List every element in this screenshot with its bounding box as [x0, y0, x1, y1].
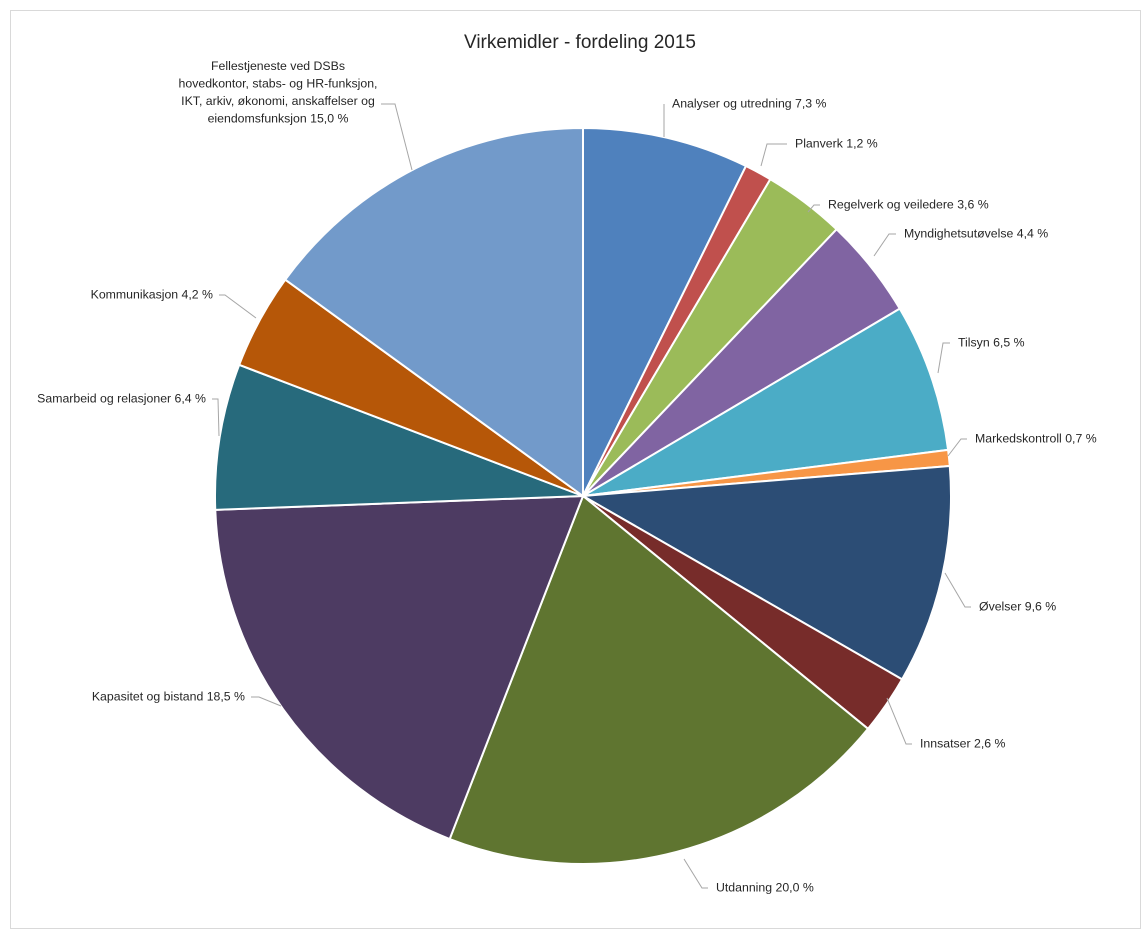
data-label: hovedkontor, stabs- og HR-funksjon, [179, 77, 378, 91]
leader-lines [212, 103, 971, 889]
leader-line [947, 438, 967, 457]
data-label: eiendomsfunksjon 15,0 % [208, 112, 349, 126]
pie-slices [214, 126, 952, 865]
leader-line [251, 696, 282, 707]
data-label: Øvelser 9,6 % [979, 599, 1056, 613]
data-label: Fellestjeneste ved DSBs [211, 59, 345, 73]
leader-line [873, 233, 896, 257]
data-label: Kapasitet og bistand 18,5 % [92, 689, 245, 703]
data-label: IKT, arkiv, økonomi, anskaffelser og [181, 94, 375, 108]
leader-line [381, 103, 413, 171]
pie-slice [582, 307, 950, 497]
chart-title: Virkemidler - fordeling 2015 [464, 32, 696, 53]
data-label: Analyser og utredning 7,3 % [672, 96, 827, 110]
data-labels: Analyser og utredning 7,3 % Planverk 1,2 … [37, 59, 1097, 894]
pie-slice [283, 126, 584, 498]
leader-line [683, 858, 708, 889]
data-label: Innsatser 2,6 % [920, 736, 1006, 750]
pie-slice [448, 494, 870, 865]
leader-line [219, 294, 257, 319]
pie-slice [582, 126, 748, 497]
data-label: Markedskontroll 0,7 % [975, 431, 1097, 445]
leader-line [937, 342, 950, 374]
leader-line [944, 572, 971, 608]
leader-line [807, 204, 820, 213]
pie-slice [214, 494, 585, 841]
data-label: Regelverk og veiledere 3,6 % [828, 197, 989, 211]
pie-slice [214, 363, 584, 511]
data-label: Utdanning 20,0 % [716, 880, 814, 894]
leader-line [886, 697, 912, 745]
leader-line [212, 398, 220, 437]
pie-slice [579, 464, 952, 681]
data-label: Samarbeid og relasjoner 6,4 % [37, 391, 206, 405]
data-label: Planverk 1,2 % [795, 136, 878, 150]
leader-line [760, 143, 787, 167]
data-label: Myndighetsutøvelse 4,4 % [904, 226, 1048, 240]
data-label: Tilsyn 6,5 % [958, 335, 1025, 349]
data-label: Kommunikasjon 4,2 % [91, 287, 213, 301]
